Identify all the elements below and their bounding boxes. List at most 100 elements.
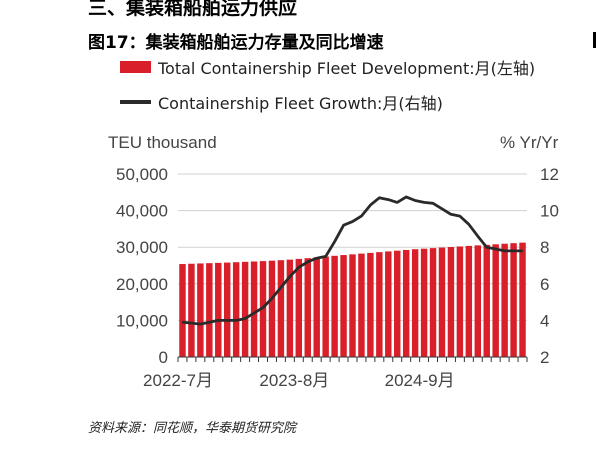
right-axis-label: % Yr/Yr [500,133,559,152]
growth-point [521,250,524,252]
bar [268,260,276,357]
line-series [181,195,524,326]
growth-point [226,319,229,322]
growth-point [262,306,264,309]
growth-point [476,235,479,238]
legend-line-label: Containership Fleet Growth:月(右轴) [158,94,443,113]
bar [197,263,204,357]
bar [456,246,464,357]
bar [402,249,410,357]
growth-point [450,213,452,216]
bar [179,264,186,357]
legend-bar-label: Total Containership Fleet Development:月(… [158,59,536,78]
growth-point [387,198,390,201]
bar [394,250,401,357]
x-tick-label: 2023-8月 [259,371,329,390]
bar [304,258,311,357]
axes: 0 10,000 20,000 30,000 40,000 50,000 2 4 6 8 10 12 2… [116,165,559,390]
bar [420,248,428,357]
bar [429,248,437,357]
growth-point [405,196,407,198]
growth-point [512,250,515,252]
bar [376,252,383,357]
left-tick-label: 40,000 [116,202,168,221]
bar [465,245,473,357]
growth-point [181,321,184,324]
bar [215,262,222,357]
left-tick-label: 20,000 [116,275,168,294]
growth-point [306,261,309,263]
bar [385,251,392,357]
growth-point [208,321,211,324]
bar [501,243,508,357]
bar-series [179,242,526,357]
growth-point [235,319,237,322]
bar [519,242,526,357]
bar [295,258,303,357]
growth-point [271,297,273,300]
right-tick-label: 10 [540,202,559,221]
growth-point [503,250,506,252]
growth-point [324,255,327,258]
x-tick-label: 2024-9月 [385,371,455,390]
right-tick-label: 6 [540,275,549,294]
growth-point [244,317,246,320]
bar [188,263,195,357]
growth-point [432,202,434,205]
x-tick-label: 2022-7月 [143,371,213,390]
growth-point [217,319,220,322]
bar [340,255,347,357]
growth-point [378,196,381,199]
right-tick-label: 8 [540,238,549,257]
bar [286,259,294,357]
growth-point [360,215,363,217]
growth-point [494,248,497,250]
growth-point [351,220,354,223]
growth-point [459,215,461,217]
bar [358,253,365,357]
left-tick-label: 30,000 [116,238,168,257]
figure-title: 图17：集装箱船舶运力存量及同比增速 [88,33,384,53]
legend-line-swatch [120,100,151,104]
bar [277,260,285,357]
left-tick-label: 50,000 [116,165,168,184]
bar [241,261,249,357]
right-tick-label: 2 [540,348,549,367]
left-tick-label: 0 [159,348,168,367]
growth-point [342,224,345,227]
growth-point [315,257,318,259]
section-title: 三、集装箱船舶运力供应 [88,0,298,19]
right-tick-label: 4 [540,311,549,330]
bar [411,249,419,357]
bar [474,245,482,357]
growth-point [253,312,255,314]
bar [331,255,338,357]
growth-point [468,223,470,226]
bar [313,257,320,357]
growth-point [190,322,193,324]
bar [492,244,499,357]
bar [232,262,240,357]
bar [367,252,374,357]
bar [322,256,329,357]
source-note: 资料来源：同花顺，华泰期货研究院 [88,421,297,436]
left-axis-label: TEU thousand [108,133,217,152]
growth-point [199,323,202,325]
growth-point [396,201,399,204]
bar [510,243,517,357]
growth-point [333,240,336,243]
bar [483,244,490,357]
legend-line-entry: Containership Fleet Growth:月(右轴) [120,90,443,114]
legend-bar-entry: Total Containership Fleet Development:月(… [120,55,535,79]
growth-point [485,246,488,248]
bar [206,263,213,357]
bar [349,254,356,357]
growth-point [423,201,425,204]
right-tick-label: 12 [540,165,559,184]
bar [447,247,455,357]
growth-point [280,286,282,289]
growth-point [289,275,291,278]
growth-point [414,199,416,202]
legend-bar-swatch [120,61,151,73]
